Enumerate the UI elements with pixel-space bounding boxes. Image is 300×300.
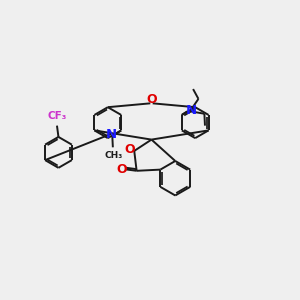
Text: N: N — [106, 128, 117, 141]
Text: O: O — [125, 143, 135, 156]
Text: O: O — [146, 93, 157, 106]
Text: N: N — [186, 104, 197, 117]
Text: CH₃: CH₃ — [105, 151, 123, 160]
Text: O: O — [116, 164, 127, 176]
Text: CF₃: CF₃ — [47, 112, 67, 122]
